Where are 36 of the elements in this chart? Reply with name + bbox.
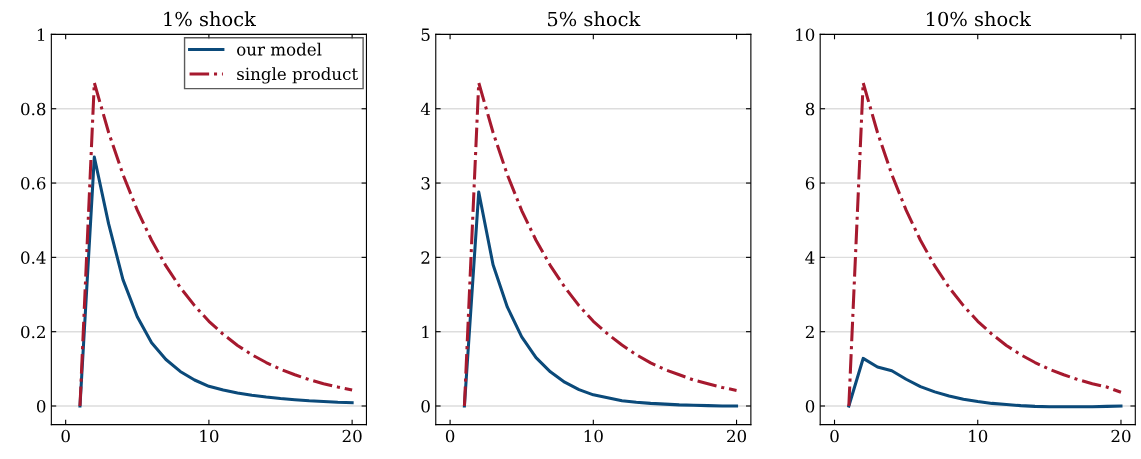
y-tick-label: 0.4 (21, 251, 46, 264)
y-tick-label: 8 (805, 102, 815, 116)
x-tick-label: 20 (727, 429, 747, 443)
chart-title: 5% shock (548, 11, 641, 27)
y-tick-label: 1 (37, 28, 45, 41)
chart-title: 10% shock (926, 11, 1032, 27)
x-tick-label: 10 (969, 429, 988, 443)
chart-title: 1% shock (164, 11, 256, 27)
y-tick-label: 0 (36, 399, 46, 413)
y-tick-label: 4 (420, 102, 431, 116)
x-tick-label: 20 (1111, 429, 1131, 443)
legend-label: our model (237, 42, 322, 56)
x-tick-label: 10 (200, 429, 219, 443)
line-series (462, 190, 739, 408)
y-tick-label: 2 (421, 251, 430, 264)
x-tick-label: 0 (445, 429, 455, 443)
y-tick-label: 5 (421, 28, 430, 41)
x-tick-label: 0 (61, 429, 70, 443)
y-tick-label: 4 (805, 251, 815, 264)
y-tick-label: 6 (805, 177, 815, 190)
y-tick-label: 0.8 (21, 102, 46, 116)
y-tick-label: 10 (796, 28, 815, 41)
y-tick-label: 0.6 (21, 177, 46, 190)
line-series (847, 356, 1123, 409)
x-tick-label: 10 (584, 429, 603, 443)
y-tick-label: 0 (805, 399, 815, 413)
y-tick-label: 0 (421, 399, 430, 413)
y-tick-label: 0.2 (21, 325, 45, 339)
line-series (462, 81, 739, 408)
x-tick-label: 20 (342, 429, 362, 443)
y-tick-label: 1 (422, 325, 429, 339)
y-tick-label: 2 (805, 325, 814, 339)
legend-label: single product (237, 67, 358, 84)
x-tick-label: 0 (830, 429, 839, 443)
line-series (847, 81, 1123, 408)
y-tick-label: 3 (421, 177, 430, 190)
